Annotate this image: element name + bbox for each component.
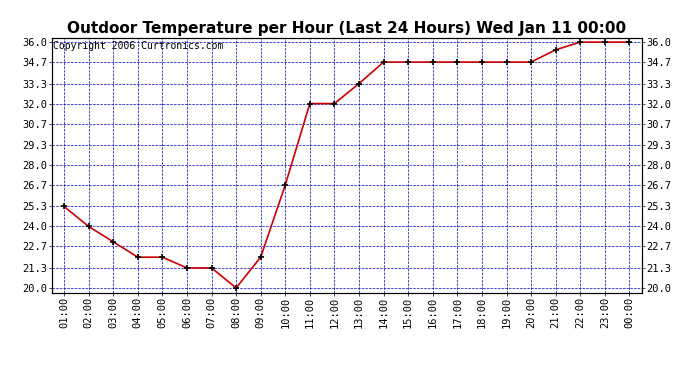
Title: Outdoor Temperature per Hour (Last 24 Hours) Wed Jan 11 00:00: Outdoor Temperature per Hour (Last 24 Ho… xyxy=(67,21,627,36)
Text: Copyright 2006 Curtronics.com: Copyright 2006 Curtronics.com xyxy=(53,41,224,51)
